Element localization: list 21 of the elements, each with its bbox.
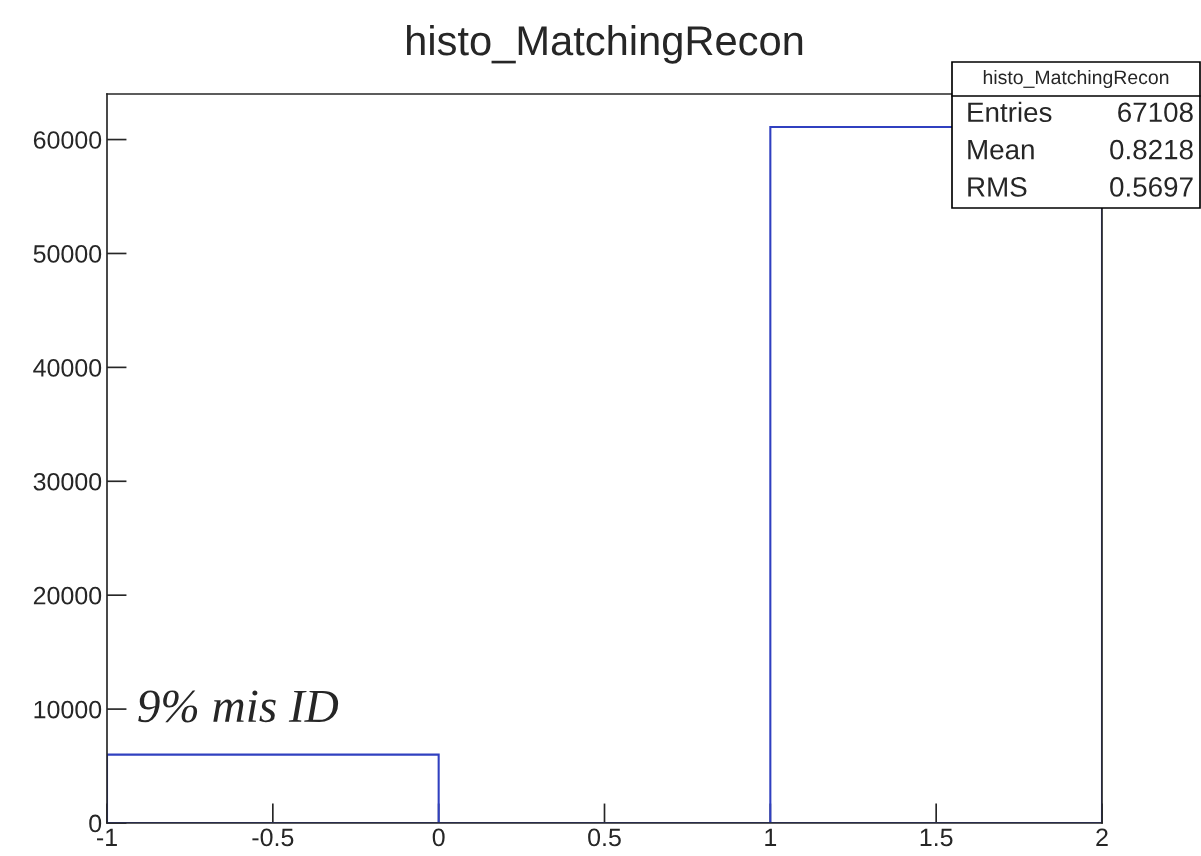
x-tick-label: 0.5 [588, 828, 621, 847]
x-tick-label: -0.5 [252, 828, 294, 847]
y-tick-label: 30000 [33, 472, 102, 491]
x-tick-label: 2 [1096, 828, 1108, 846]
y-tick-label: 10000 [34, 700, 102, 719]
annotation: RMS [968, 177, 1027, 197]
annotation: Mean [968, 140, 1034, 160]
y-tick-label: 20000 [33, 586, 102, 605]
x-tick-label: 1.5 [920, 828, 953, 847]
text: histo_MatchingRecon [983, 69, 1169, 89]
text: 0.8218 [1110, 139, 1193, 160]
annotation: 9% mis ID [138, 690, 339, 723]
y-tick-label: 40000 [33, 358, 102, 377]
y-tick-label: 60000 [33, 131, 102, 149]
x-tick-label: 0 [432, 828, 445, 847]
y-tick-label: 50000 [33, 245, 102, 263]
text: 0.5697 [1110, 177, 1193, 197]
x-tick-label: 1 [765, 828, 777, 846]
text: 67108 [1118, 102, 1193, 123]
annotation: Entries [968, 101, 1052, 123]
chart-title: histo_MatchingRecon [407, 24, 803, 64]
